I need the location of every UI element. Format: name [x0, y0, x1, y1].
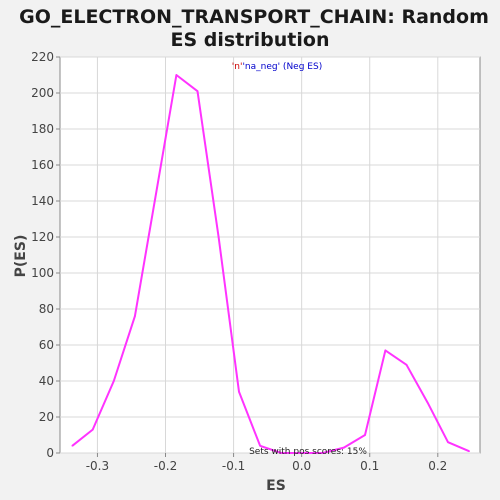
data-point	[196, 90, 199, 92]
data-point	[134, 315, 136, 318]
es-distribution-line	[71, 74, 470, 454]
x-axis-label: ES	[266, 478, 286, 494]
legend-phenotype-label: 'na_neg' (Neg ES)	[242, 62, 322, 72]
y-tick-label: 180	[31, 122, 54, 136]
data-point	[321, 452, 324, 454]
y-tick-label: 200	[31, 86, 54, 100]
legend: 'n''na_neg' (Neg ES)	[232, 62, 322, 72]
y-tick-label: 140	[31, 194, 54, 208]
x-tick-label: -0.2	[154, 459, 177, 473]
x-tick-label: 0.2	[428, 459, 447, 473]
data-point	[259, 445, 261, 447]
x-tick-label: -0.1	[222, 459, 245, 473]
data-point	[384, 349, 387, 352]
data-point	[238, 391, 240, 393]
y-axis-label: P(ES)	[13, 235, 29, 278]
y-tick-label: 120	[31, 230, 54, 244]
data-point	[155, 193, 157, 195]
x-tick-label: 0.0	[292, 459, 311, 473]
y-tick-label: 100	[31, 266, 54, 280]
y-tick-label: 160	[31, 158, 54, 172]
y-tick-label: 20	[39, 410, 54, 424]
x-gridlines	[96, 57, 439, 453]
y-tick-label: 220	[31, 50, 54, 64]
data-point	[301, 452, 304, 454]
data-point	[112, 380, 115, 382]
legend-set-label: 'n'	[232, 62, 243, 72]
data-point	[71, 445, 74, 447]
data-point	[175, 74, 178, 76]
pos-scores-annotation: Sets with pos scores: 15%	[249, 447, 367, 457]
y-tick-label: 80	[39, 302, 54, 316]
chart-title-line1: GO_ELECTRON_TRANSPORT_CHAIN: Random	[19, 6, 489, 28]
data-point	[217, 236, 220, 238]
chart-title-line2: ES distribution	[171, 29, 330, 51]
plot-area	[59, 56, 481, 454]
x-tick-label: 0.1	[360, 459, 379, 473]
y-axis-ticks: 0 20 40 60 80 100 120 140 160 180 200 220	[31, 50, 60, 460]
y-tick-label: 0	[46, 446, 54, 460]
y-tick-label: 40	[39, 374, 54, 388]
data-point	[364, 434, 366, 436]
data-point	[405, 364, 408, 366]
data-point	[447, 441, 449, 444]
x-tick-label: -0.3	[86, 459, 109, 473]
data-point	[426, 401, 429, 404]
x-axis-ticks: -0.3 -0.2 -0.1 0.0 0.1 0.2	[86, 453, 447, 473]
es-distribution-points	[71, 74, 470, 454]
data-point	[343, 446, 345, 449]
data-point	[280, 452, 283, 454]
y-gridlines	[60, 56, 480, 454]
y-tick-label: 60	[39, 338, 54, 352]
data-point	[91, 428, 94, 431]
data-point	[468, 450, 470, 453]
